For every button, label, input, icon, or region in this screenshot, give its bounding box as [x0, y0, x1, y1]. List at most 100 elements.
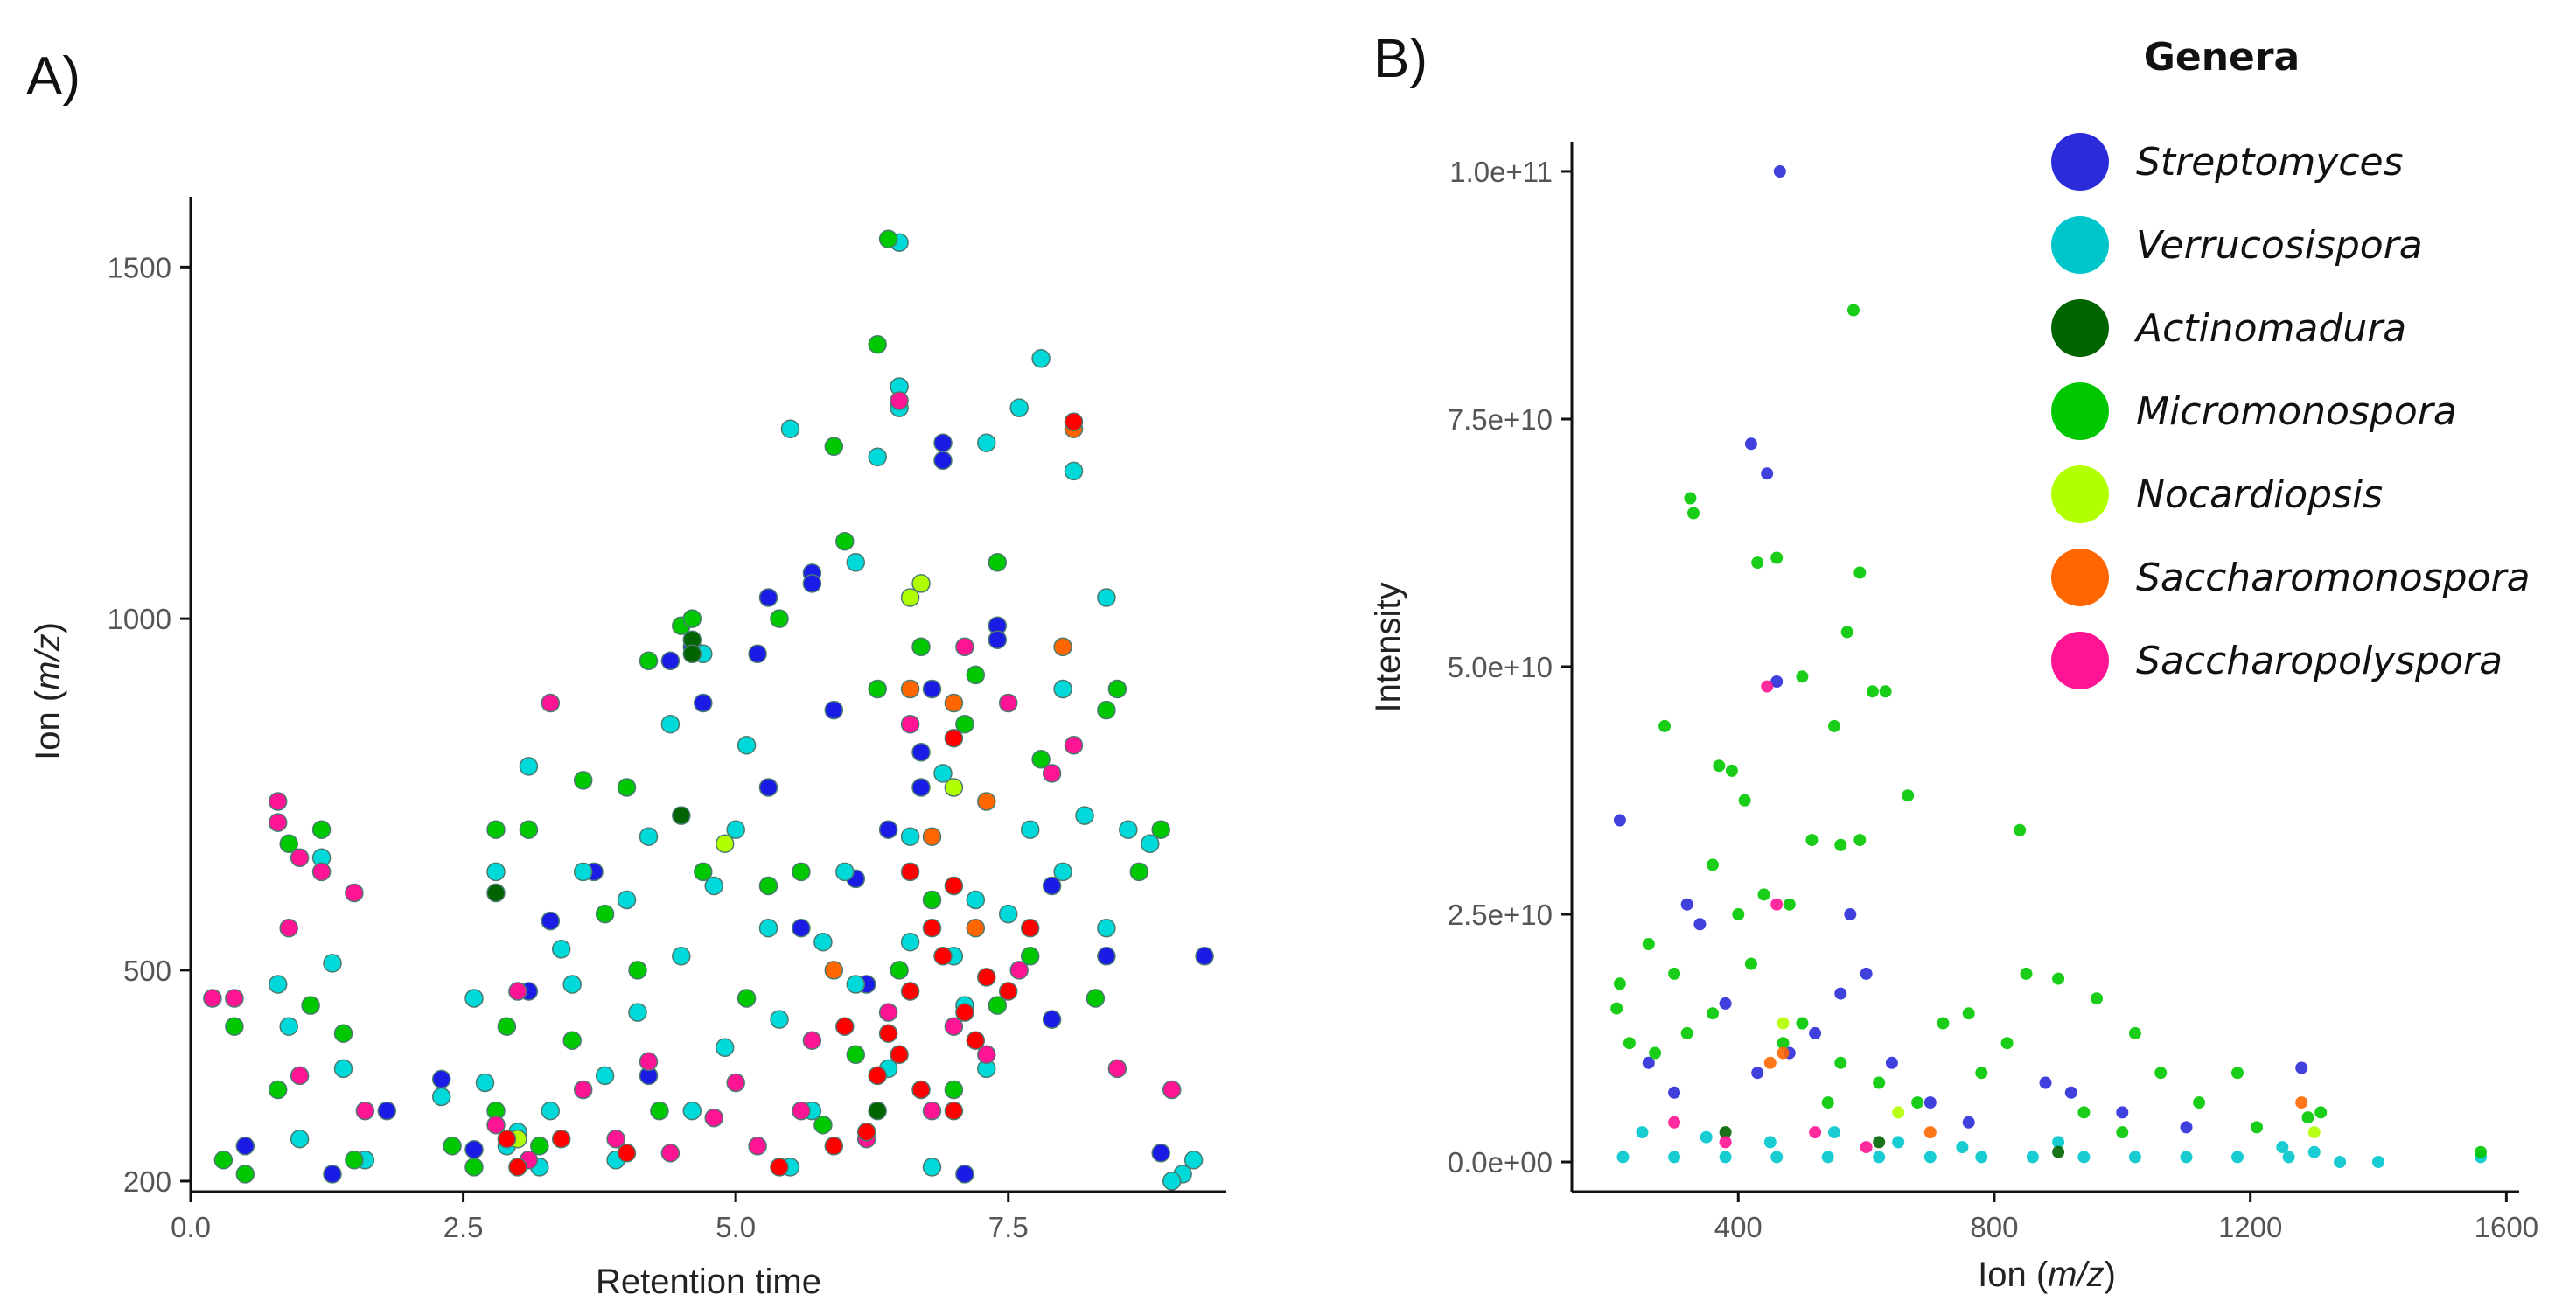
point-saccharopolyspora	[1770, 898, 1784, 911]
point-micromonospora	[944, 1080, 964, 1100]
point-streptomyces	[1693, 918, 1707, 931]
point-micromonospora	[1847, 304, 1860, 317]
point-verrucosispora	[573, 862, 593, 882]
point-verrucosispora	[868, 447, 887, 467]
point-saccharopolyspora	[225, 989, 244, 1008]
point-micromonospora	[1680, 1026, 1693, 1039]
point-streptomyces	[1195, 947, 1214, 966]
point-nocardiopsis	[1777, 1017, 1790, 1030]
point-micromonospora	[1828, 719, 1840, 732]
point-other-red	[856, 1122, 876, 1142]
point-micromonospora	[846, 1045, 866, 1065]
legend-label-micromonospora: Micromonospora	[2136, 389, 2457, 434]
panel-a-y-tick-label: 200	[123, 1165, 171, 1198]
point-streptomyces	[1834, 987, 1847, 1000]
point-streptomyces	[2116, 1106, 2129, 1119]
point-other-red	[900, 862, 920, 882]
point-saccharopolyspora	[508, 982, 527, 1001]
point-micromonospora	[1902, 789, 1915, 802]
point-micromonospora	[1097, 700, 1116, 720]
point-saccharopolyspora	[290, 848, 310, 868]
point-verrucosispora	[1064, 461, 1084, 481]
point-actinomadura	[486, 883, 506, 903]
point-streptomyces	[933, 433, 953, 452]
point-verrucosispora	[333, 1059, 353, 1079]
point-micromonospora	[279, 834, 298, 854]
point-micromonospora	[1853, 566, 1867, 579]
point-verrucosispora	[770, 1010, 789, 1029]
point-micromonospora	[2231, 1067, 2244, 1080]
point-saccharopolyspora	[290, 1066, 310, 1086]
point-micromonospora	[758, 876, 778, 896]
point-verrucosispora	[998, 904, 1018, 924]
point-other-red	[922, 918, 942, 938]
point-verrucosispora	[2276, 1141, 2289, 1154]
point-streptomyces	[1923, 1096, 1937, 1109]
point-verrucosispora	[1097, 588, 1116, 607]
point-micromonospora	[519, 820, 539, 839]
point-verrucosispora	[660, 714, 681, 734]
point-saccharomonospora	[966, 918, 986, 938]
panel-a-x-tick-label: 0.0	[171, 1211, 211, 1243]
point-streptomyces	[748, 644, 767, 664]
point-micromonospora	[2251, 1121, 2263, 1134]
point-other-red	[1064, 412, 1084, 431]
point-micromonospora	[955, 714, 974, 734]
legend-swatch-saccharopolyspora	[2051, 632, 2109, 689]
point-verrucosispora	[595, 1066, 615, 1086]
point-verrucosispora	[900, 932, 920, 952]
point-micromonospora	[1642, 938, 1655, 950]
point-verrucosispora	[617, 890, 637, 910]
legend-label-streptomyces: Streptomyces	[2136, 140, 2404, 185]
point-streptomyces	[1809, 1026, 1822, 1039]
point-streptomyces	[1042, 876, 1062, 896]
point-nocardiopsis	[911, 574, 931, 593]
point-micromonospora	[868, 679, 887, 699]
point-verrucosispora	[736, 736, 757, 755]
point-verrucosispora	[1119, 820, 1138, 839]
panel-b-x-tick-label: 400	[1714, 1211, 1763, 1243]
panel-a-y-title-suffix: )	[29, 622, 67, 633]
panel-a-x-tick-label: 7.5	[988, 1211, 1029, 1243]
point-other-red	[1020, 918, 1040, 938]
point-streptomyces	[955, 1165, 974, 1184]
point-micromonospora	[213, 1151, 234, 1170]
point-micromonospora	[1658, 719, 1672, 732]
point-saccharopolyspora	[639, 1052, 659, 1072]
point-verrucosispora	[1873, 1151, 1886, 1164]
point-saccharopolyspora	[606, 1129, 625, 1149]
point-nocardiopsis	[944, 778, 964, 797]
legend-items: Streptomyces Verrucosispora Actinomadura Mi…	[2051, 133, 2531, 689]
point-micromonospora	[301, 996, 320, 1015]
point-saccharopolyspora	[1064, 736, 1084, 755]
point-micromonospora	[573, 771, 593, 790]
panel-a-points	[203, 229, 1214, 1191]
point-other-red	[497, 1129, 517, 1149]
point-verrucosispora	[1828, 1126, 1840, 1139]
point-streptomyces	[792, 918, 811, 938]
point-micromonospora	[1796, 1017, 1809, 1030]
legend-label-verrucosispora: Verrucosispora	[2136, 223, 2423, 268]
point-streptomyces	[1773, 165, 1786, 178]
point-streptomyces	[1962, 1116, 1975, 1129]
point-streptomyces	[1744, 437, 1757, 451]
legend-swatch-verrucosispora	[2051, 216, 2109, 274]
point-micromonospora	[628, 961, 647, 980]
point-saccharomonospora	[1763, 1056, 1777, 1069]
point-verrucosispora	[323, 954, 342, 973]
panel-b-y-ticks: 0.0e+00 2.5e+10 5.0e+10 7.5e+10 1.0e+11	[1448, 156, 1572, 1179]
point-actinomadura	[868, 1101, 887, 1121]
point-verrucosispora	[1020, 820, 1040, 839]
point-streptomyces	[464, 1140, 484, 1159]
point-micromonospora	[988, 996, 1008, 1015]
point-saccharopolyspora	[279, 918, 298, 938]
point-saccharopolyspora	[1042, 764, 1062, 783]
point-saccharomonospora	[977, 792, 996, 811]
point-micromonospora	[1879, 685, 1892, 698]
point-verrucosispora	[486, 862, 506, 882]
point-micromonospora	[2314, 1106, 2328, 1119]
point-verrucosispora	[715, 1038, 735, 1058]
point-micromonospora	[966, 665, 986, 685]
panel-a: A) 0.0 2.5 5.0 7.5 200 500 1000 1500 Retention…	[26, 46, 1226, 1301]
point-verrucosispora	[1923, 1151, 1937, 1164]
